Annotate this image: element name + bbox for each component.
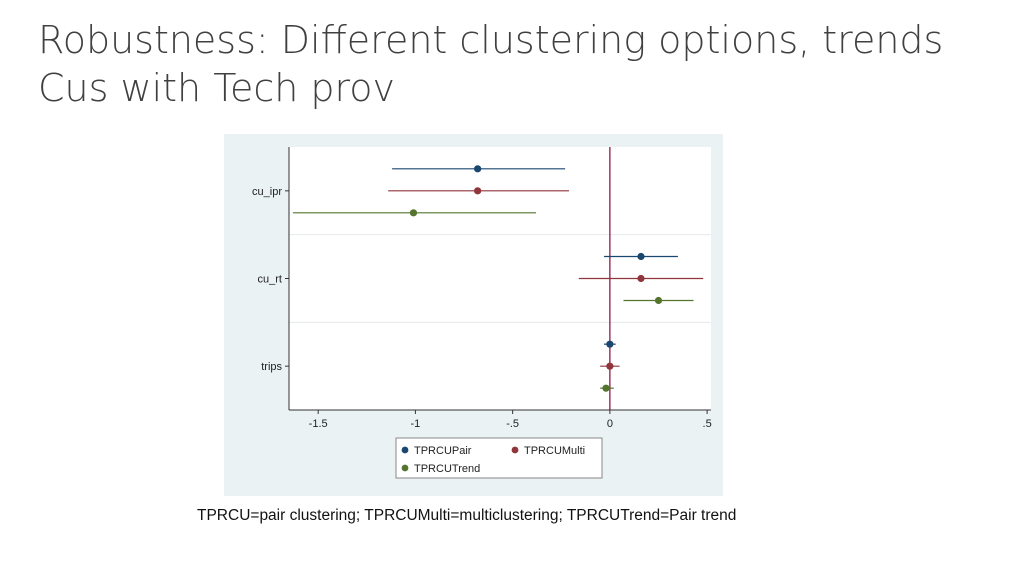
x-tick-label: -1	[411, 418, 421, 430]
x-tick-label: -.5	[506, 418, 519, 430]
estimate-marker	[654, 296, 663, 305]
legend-marker	[401, 446, 409, 454]
chart-caption: TPRCU=pair clustering; TPRCUMulti=multic…	[197, 507, 737, 524]
x-tick-label: .5	[703, 418, 712, 430]
legend-marker	[401, 464, 409, 472]
legend-label: TPRCUTrend	[414, 463, 480, 475]
estimate-marker	[606, 340, 614, 348]
estimate-marker	[602, 384, 610, 392]
estimate-marker	[637, 252, 645, 261]
legend-label: TPRCUPair	[414, 445, 472, 457]
y-tick-label: cu_ipr	[252, 186, 282, 198]
slide-title-line-2: Cus with Tech prov	[38, 66, 396, 110]
x-tick-label: 0	[607, 418, 613, 430]
x-tick-label: -1.5	[309, 418, 328, 430]
estimate-marker	[409, 209, 418, 217]
estimate-marker	[606, 362, 614, 370]
legend-marker	[511, 446, 519, 454]
legend-box	[395, 437, 603, 479]
y-tick-label: cu_rt	[258, 274, 282, 286]
estimate-marker	[637, 274, 645, 283]
slide-title: Robustness: Different clustering options…	[38, 16, 998, 112]
y-tick-label: trips	[261, 361, 282, 373]
slide-title-line-1: Robustness: Different clustering options…	[38, 18, 944, 62]
legend: TPRCUPair TPRCUMulti TPRCUTrend	[395, 437, 603, 479]
legend-label: TPRCUMulti	[524, 445, 585, 457]
estimate-marker	[474, 165, 482, 173]
estimate-marker	[474, 187, 482, 195]
